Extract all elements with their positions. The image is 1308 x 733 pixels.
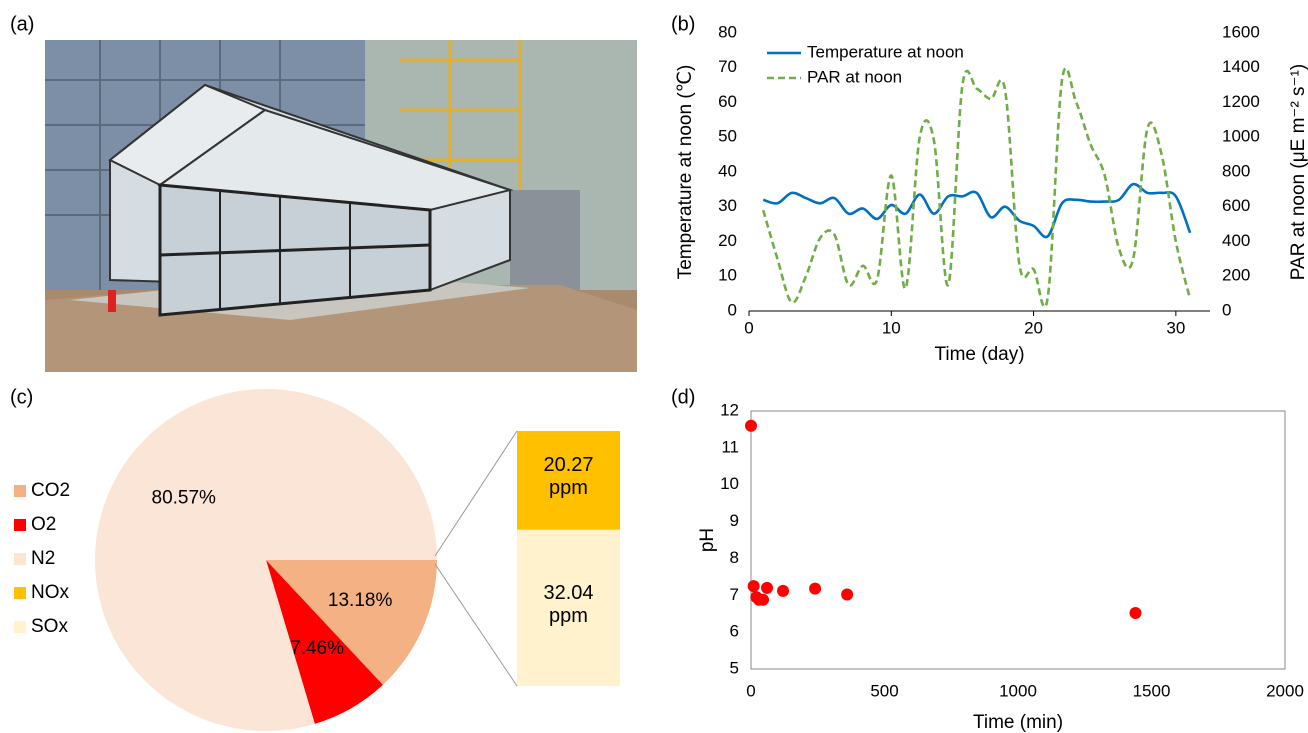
y-tick-label: 40	[718, 161, 737, 180]
panel-label: (c)	[10, 386, 33, 408]
panel-label: (b)	[671, 13, 695, 35]
legend-label: PAR at noon	[807, 67, 902, 86]
data-point	[745, 420, 757, 432]
data-point	[809, 583, 821, 595]
data-point	[748, 580, 760, 592]
y2-tick-label: 1200	[1222, 92, 1260, 111]
legend-swatch	[14, 587, 26, 599]
y-tick-label: 10	[718, 266, 737, 285]
panel-label: (d)	[671, 386, 695, 408]
y-tick-label: 10	[720, 474, 739, 493]
x-tick-label: 1500	[1133, 681, 1171, 700]
y-tick-label: 12	[720, 400, 739, 419]
legend-swatch	[14, 485, 26, 497]
y2-tick-label: 0	[1222, 300, 1231, 319]
y2-tick-label: 400	[1222, 231, 1250, 250]
data-line	[763, 184, 1190, 237]
y-tick-label: 70	[718, 57, 737, 76]
legend-swatch	[14, 519, 26, 531]
legend-label: CO2	[31, 480, 70, 501]
y-axis-label: pH	[697, 528, 718, 552]
y2-tick-label: 200	[1222, 266, 1250, 285]
y2-tick-label: 1400	[1222, 57, 1260, 76]
x-tick-label: 1000	[999, 681, 1037, 700]
y2-axis-label: PAR at noon (μE m⁻² s⁻¹)	[1288, 64, 1308, 280]
y-tick-label: 60	[718, 92, 737, 111]
y2-tick-label: 600	[1222, 196, 1250, 215]
bar-label-box: 20.27 ppm	[517, 454, 620, 510]
y-tick-label: 20	[718, 231, 737, 250]
legend-label: NOx	[31, 582, 70, 603]
y-tick-label: 9	[730, 511, 739, 530]
data-point	[1129, 607, 1141, 619]
data-point	[757, 594, 769, 606]
x-tick-label: 500	[870, 681, 898, 700]
data-point	[777, 585, 789, 597]
legend-label: N2	[31, 548, 55, 569]
x-tick-label: 0	[746, 681, 755, 700]
greenhouse-photo	[45, 40, 637, 372]
y-tick-label: 11	[721, 437, 739, 456]
bar-label-box: 32.04 ppm	[517, 582, 620, 638]
x-tick-label: 10	[882, 318, 901, 337]
y-axis-label: Temperature at noon (℃)	[675, 65, 696, 280]
connector	[435, 564, 517, 686]
legend-swatch	[14, 553, 26, 565]
panel-label: (a)	[10, 13, 34, 35]
pie-label: 13.18%	[328, 590, 393, 611]
y-tick-label: 6	[730, 622, 739, 641]
legend-label: O2	[31, 514, 56, 535]
y2-tick-label: 800	[1222, 161, 1250, 180]
legend-swatch	[14, 621, 26, 633]
x-tick-label: 2000	[1266, 681, 1304, 700]
y2-tick-label: 1600	[1222, 22, 1260, 41]
x-tick-label: 20	[1024, 318, 1043, 337]
y2-tick-label: 1000	[1222, 127, 1260, 146]
x-tick-label: 30	[1166, 318, 1185, 337]
y-tick-label: 7	[730, 585, 739, 604]
x-tick-label: 0	[744, 318, 753, 337]
legend-label: Temperature at noon	[807, 42, 964, 61]
bar-label: 20.27 ppm	[534, 454, 604, 500]
y-tick-label: 8	[730, 548, 739, 567]
y-tick-label: 80	[718, 22, 737, 41]
data-point	[761, 582, 773, 594]
x-axis-label: Time (min)	[973, 712, 1063, 733]
x-axis-label: Time (day)	[934, 344, 1024, 365]
plot-frame	[751, 411, 1285, 669]
connector	[435, 431, 517, 556]
pie-label: 80.57%	[152, 488, 217, 509]
pie-label: 7.46%	[290, 638, 344, 659]
legend-label: SOx	[31, 616, 68, 637]
bar-label: 32.04 ppm	[534, 582, 604, 628]
figure: (a)(b)(c)(d)0102030010203040506070800200…	[0, 0, 1308, 733]
data-line	[763, 68, 1190, 307]
data-point	[841, 589, 853, 601]
y-tick-label: 0	[728, 300, 737, 319]
y-tick-label: 50	[718, 127, 737, 146]
y-tick-label: 30	[718, 196, 737, 215]
y-tick-label: 5	[730, 658, 739, 677]
